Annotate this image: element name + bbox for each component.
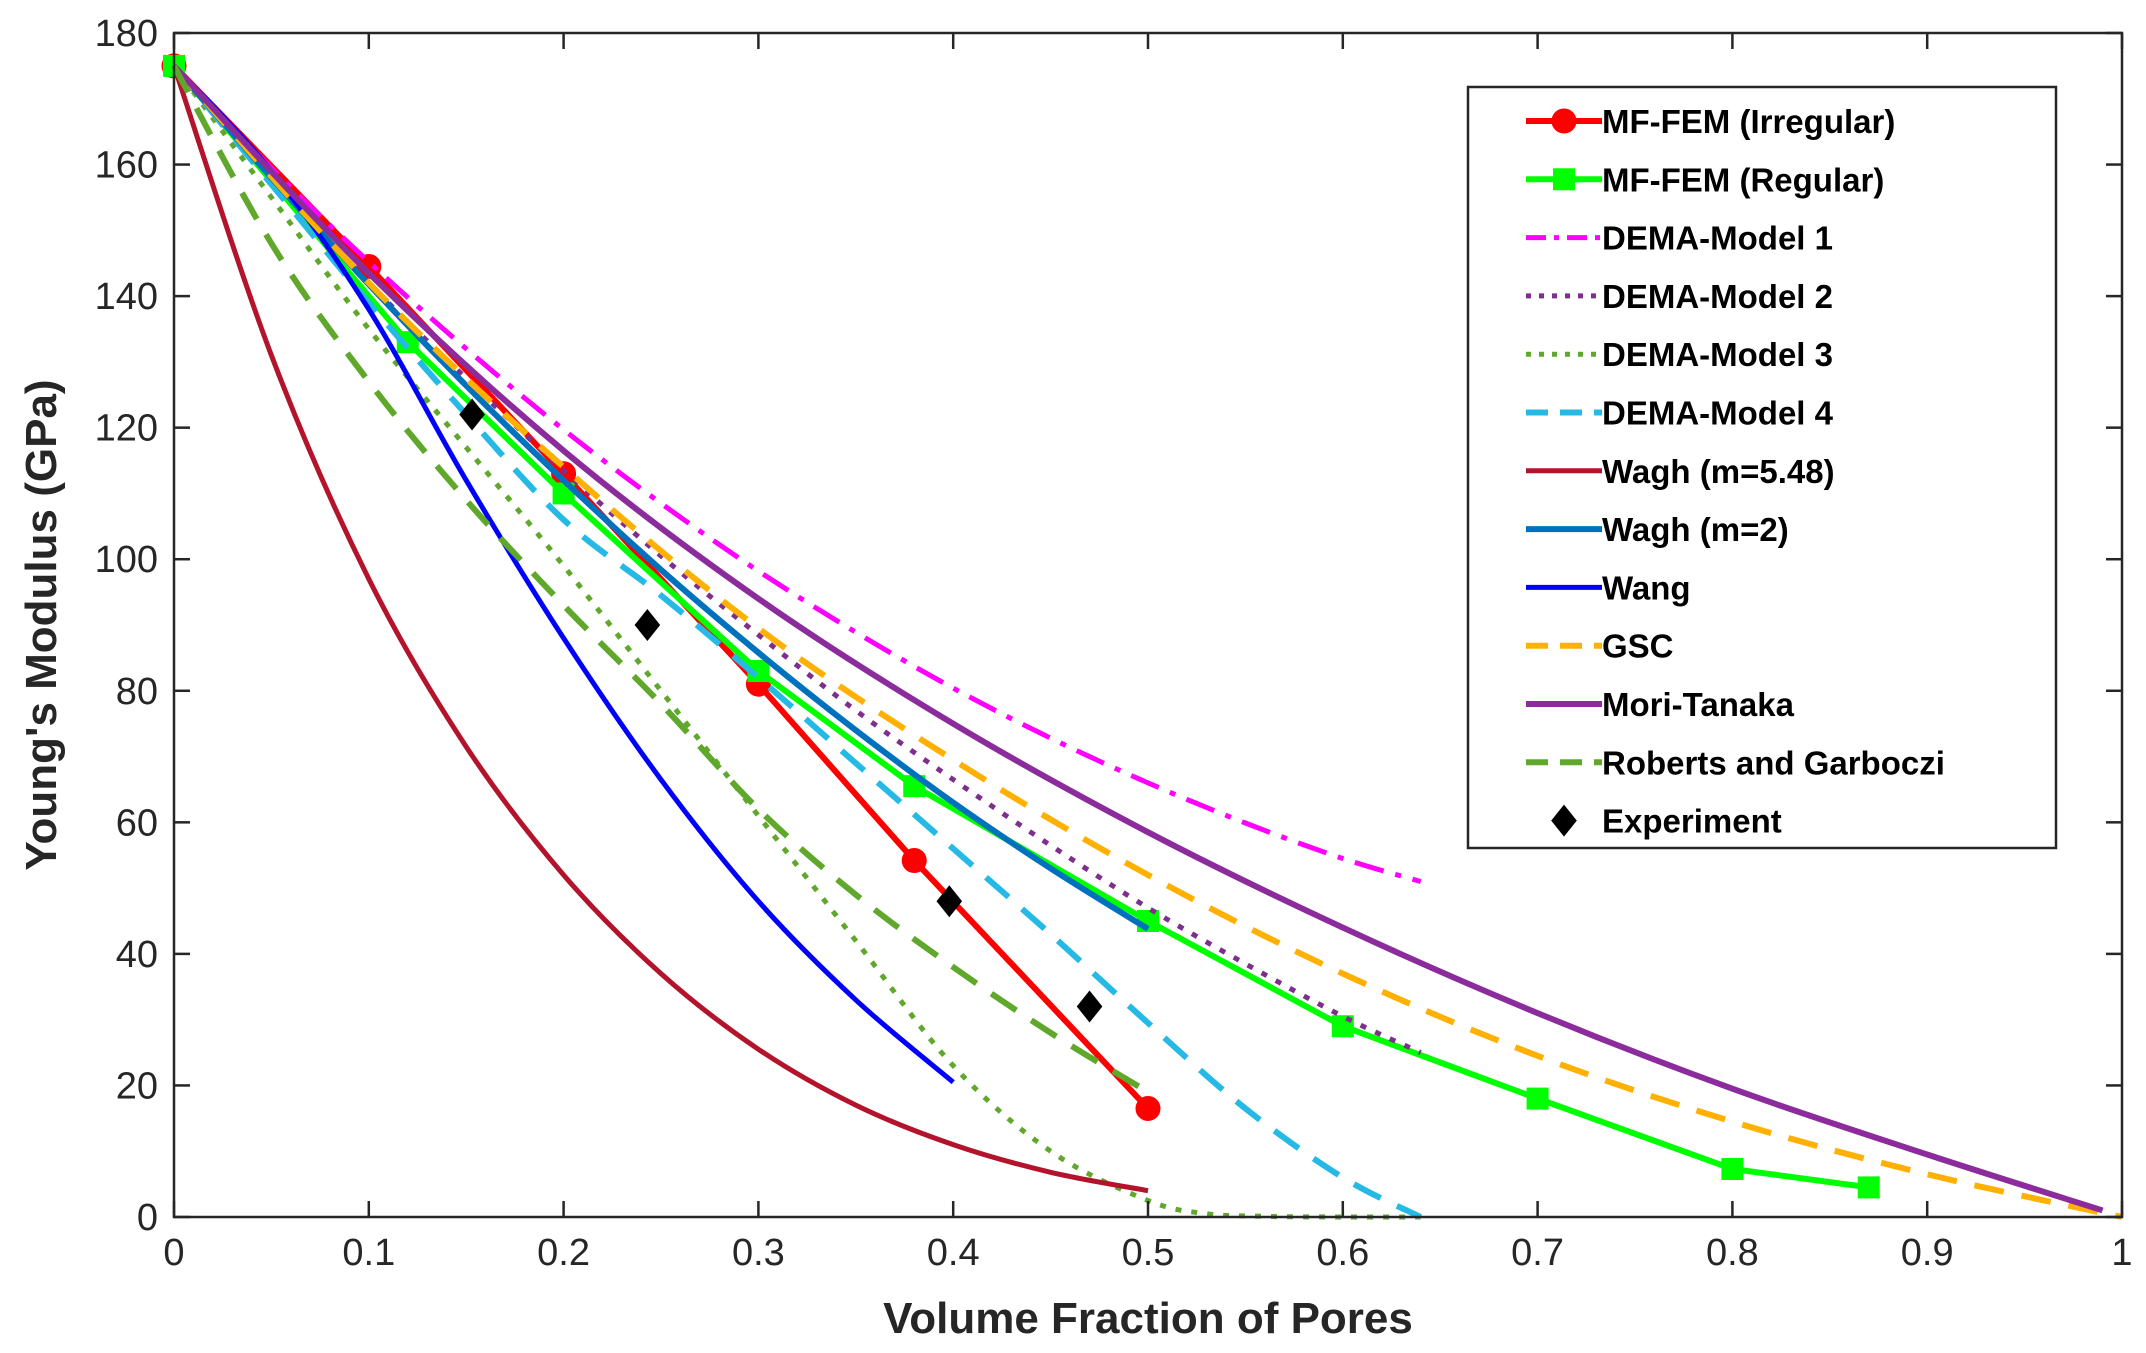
series-line-dema-model-4 — [171, 63, 1423, 1220]
series-dema-model-1 — [172, 64, 1422, 884]
legend-label: Wagh (m=5.48) — [1602, 453, 1835, 490]
y-axis-title: Young's Modulus (GPa) — [17, 379, 66, 870]
y-tick-label: 160 — [95, 145, 158, 187]
y-tick-label: 40 — [116, 934, 158, 976]
series-dema-model-3 — [171, 64, 1421, 1220]
legend-entry-dema-model-2: DEMA-Model 2 — [1526, 278, 1833, 315]
x-tick-label: 0.6 — [1316, 1232, 1369, 1274]
legend-entry-gsc: GSC — [1526, 628, 1674, 665]
series-dema-model-4 — [171, 63, 1423, 1220]
legend-label: Wang — [1602, 569, 1691, 606]
x-tick-label: 0.2 — [537, 1232, 590, 1274]
legend-entry-roberts-and-garboczi: Roberts and Garboczi — [1526, 744, 1945, 781]
y-tick-label: 100 — [95, 539, 158, 581]
x-tick-label: 0.3 — [732, 1232, 785, 1274]
data-point-mf-fem-regular — [1721, 1157, 1744, 1180]
data-point-mf-fem-regular — [1857, 1176, 1880, 1199]
legend-entry-mori-tanaka: Mori-Tanaka — [1526, 686, 1795, 723]
legend-label: DEMA-Model 3 — [1602, 336, 1833, 373]
legend-label: DEMA-Model 2 — [1602, 278, 1833, 315]
legend-swatch-marker — [1553, 168, 1575, 191]
y-tick-label: 120 — [95, 408, 158, 450]
legend-label: DEMA-Model 1 — [1602, 220, 1833, 257]
y-tick-label: 180 — [95, 13, 158, 55]
legend-label: MF-FEM (Regular) — [1602, 161, 1884, 198]
legend-entry-wang: Wang — [1526, 569, 1691, 606]
legend-entry-dema-model-4: DEMA-Model 4 — [1526, 395, 1834, 432]
legend-entry-dema-model-3: DEMA-Model 3 — [1526, 336, 1833, 373]
series-roberts-and-garboczi — [171, 64, 1150, 1095]
series-line-roberts-and-garboczi — [171, 64, 1150, 1095]
legend-label: MF-FEM (Irregular) — [1602, 103, 1895, 140]
legend-label: DEMA-Model 4 — [1602, 395, 1834, 432]
legend-label: Mori-Tanaka — [1602, 686, 1795, 723]
y-tick-label: 20 — [116, 1065, 158, 1107]
legend-box — [1466, 85, 2058, 850]
series-line-dema-model-1 — [172, 64, 1422, 884]
x-tick-label: 0 — [163, 1232, 184, 1274]
legend-entry-dema-model-1: DEMA-Model 1 — [1526, 220, 1833, 257]
legend-swatch-marker — [1551, 804, 1577, 837]
x-tick-label: 1 — [2111, 1232, 2132, 1274]
legend-label: Roberts and Garboczi — [1602, 744, 1945, 781]
axis-layer: 0 0.1 0.2 0.3 0.4 0.5 0.6 0.7 0.8 0.9 1 0 20 40 60 80 10… — [95, 13, 2133, 1274]
y-tick-label: 140 — [95, 276, 158, 318]
x-tick-label: 0.9 — [1901, 1232, 1954, 1274]
x-tick-label: 0.5 — [1122, 1232, 1175, 1274]
legend-label: GSC — [1602, 628, 1674, 665]
data-point-experiment — [634, 609, 661, 641]
series-mori-tanaka — [171, 63, 2104, 1214]
y-tick-label: 0 — [137, 1197, 158, 1239]
x-tick-label: 0.8 — [1706, 1232, 1759, 1274]
series-line-wagh-m-2 — [171, 63, 1150, 932]
x-tick-label: 0.7 — [1511, 1232, 1564, 1274]
legend: MF-FEM (Irregular) MF-FEM (Regular) DEMA-M… — [1466, 85, 2058, 850]
series-experiment — [459, 398, 1103, 1023]
x-axis-title: Volume Fraction of Pores — [883, 1294, 1413, 1343]
data-point-mf-fem-irregular — [1135, 1095, 1161, 1121]
y-tick-label: 60 — [116, 802, 158, 844]
series-wagh-m-2 — [171, 63, 1150, 932]
series-line-wagh-m-5-48 — [171, 65, 1149, 1194]
legend-label: Experiment — [1602, 803, 1782, 840]
data-point-experiment — [936, 885, 963, 918]
data-point-mf-fem-irregular — [901, 847, 927, 873]
x-tick-label: 0.1 — [342, 1232, 395, 1274]
y-tick-label: 80 — [116, 671, 158, 713]
series-line-mori-tanaka — [171, 63, 2104, 1214]
legend-entry-wagh-m-5-48: Wagh (m=5.48) — [1526, 453, 1835, 490]
series-layer — [161, 53, 2123, 1220]
legend-entry-wagh-m-2: Wagh (m=2) — [1526, 511, 1789, 548]
legend-entry-mf-fem-irregular: MF-FEM (Irregular) — [1526, 103, 1895, 140]
legend-entry-mf-fem-regular: MF-FEM (Regular) — [1526, 161, 1884, 198]
data-point-mf-fem-regular — [396, 331, 419, 354]
legend-entry-experiment: Experiment — [1551, 803, 1782, 840]
series-wagh-m-5-48 — [171, 65, 1149, 1194]
data-point-experiment — [459, 398, 485, 431]
data-point-mf-fem-regular — [1526, 1087, 1549, 1110]
x-tick-label: 0.4 — [927, 1232, 980, 1274]
data-point-mf-fem-irregular — [356, 254, 382, 280]
legend-label: Wagh (m=2) — [1602, 511, 1789, 548]
data-point-experiment — [1076, 990, 1103, 1023]
legend-swatch-marker — [1551, 108, 1577, 134]
series-line-dema-model-3 — [171, 64, 1421, 1220]
